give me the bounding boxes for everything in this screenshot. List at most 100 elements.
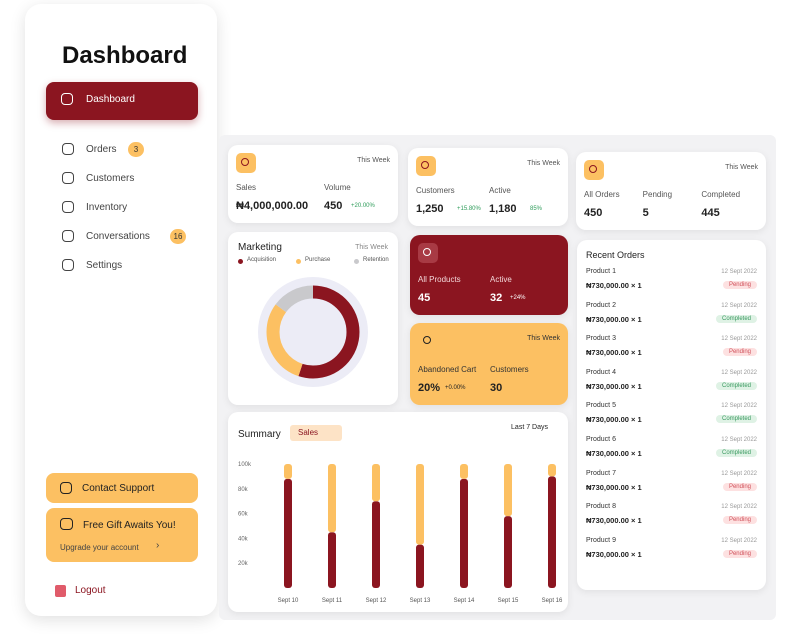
bar-segment (548, 464, 556, 477)
order-status: Pending (722, 549, 757, 558)
legend-dot (296, 259, 301, 264)
bar-segment (416, 544, 424, 588)
order-status: Pending (722, 281, 757, 289)
period-dropdown[interactable]: This Week (355, 244, 388, 251)
filter-dropdown[interactable]: Sales (290, 425, 342, 441)
contact-support-button[interactable]: Contact Support (46, 473, 198, 503)
stat-value: 20% (418, 382, 441, 394)
period-dropdown[interactable]: This Week (527, 335, 560, 342)
period-dropdown[interactable]: This Week (725, 164, 758, 171)
stat-change: +20.00% (351, 203, 375, 209)
order-amount: ₦730,000.00 × 1 (586, 482, 642, 492)
stat-value: 5 (642, 207, 649, 219)
x-tick-label: Sept 11 (322, 598, 343, 604)
stat-label: Pending (642, 190, 673, 199)
menu-badge: 3 (128, 142, 144, 157)
order-row[interactable]: Product 2 12 Sept 2022 ₦730,000.00 × 1 Comp… (577, 302, 766, 332)
order-row[interactable]: Product 3 12 Sept 2022 ₦730,000.00 × 1 Pend… (577, 335, 766, 365)
stat-value: 45 (418, 292, 431, 304)
order-row[interactable]: Product 7 12 Sept 2022 ₦730,000.00 × 1 Pend… (577, 470, 766, 500)
icon (62, 172, 74, 184)
bar-segment (372, 464, 380, 502)
stat-card: This Week All Orders 450 Pending 5 Completed 4… (576, 152, 766, 230)
order-row[interactable]: Product 5 12 Sept 2022 ₦730,000.00 × 1 Comp… (577, 402, 766, 432)
menu-badge: 16 (170, 229, 186, 244)
order-row[interactable]: Product 4 12 Sept 2022 ₦730,000.00 × 1 Comp… (577, 369, 766, 399)
bar-segment (504, 464, 512, 517)
order-product: Product 5 (586, 402, 616, 410)
stat-change: +0.00% (445, 385, 466, 391)
stat-change: +24% (510, 295, 526, 301)
order-status: Completed (715, 314, 757, 323)
x-tick-label: Sept 12 (366, 598, 387, 604)
donut-segment (266, 285, 360, 379)
recent-orders-title: Recent Orders (586, 250, 645, 260)
period-label: This Week (725, 164, 758, 171)
donut-inner-ring (281, 300, 345, 364)
stat-label: Completed (701, 190, 741, 199)
stat-value: 450 (584, 207, 603, 219)
icon (423, 248, 431, 256)
menu-item[interactable]: Dashboard (46, 82, 198, 120)
stat-card: This Week Sales ₦4,000,000.00 Volume 450 +20.… (228, 145, 398, 223)
y-tick-label: 100k (238, 462, 252, 468)
icon (62, 230, 74, 242)
order-product: Product 3 (586, 335, 616, 343)
icon (241, 158, 249, 166)
menu-label: Inventory (86, 202, 128, 213)
period-label: This Week (527, 335, 560, 342)
menu-item[interactable]: Customers (46, 167, 198, 191)
order-row[interactable]: Product 8 12 Sept 2022 ₦730,000.00 × 1 Pend… (577, 503, 766, 533)
stat-label: All Orders (584, 190, 620, 199)
period-dropdown[interactable]: This Week (527, 160, 560, 167)
order-date: 12 Sept 2022 (721, 302, 757, 309)
sidebar-title: Dashboard (62, 42, 188, 69)
icon (60, 482, 72, 494)
bar-chart: 20k 40k 60k 80k 100k Sept 10 Sept 11 Sept 12 Sep… (238, 462, 563, 604)
period-label: This Week (527, 160, 560, 167)
order-status: Completed (715, 415, 757, 424)
stat-label: Active (489, 186, 511, 195)
order-status: Pending (722, 516, 757, 525)
order-product: Product 8 (586, 503, 616, 511)
period-dropdown[interactable]: This Week (357, 157, 390, 164)
order-row[interactable]: Product 9 12 Sept 2022 ₦730,000.00 × 1 Pend… (577, 537, 766, 567)
bar-segment (328, 532, 336, 588)
stat-change: 85% (530, 206, 543, 212)
bar-segment (328, 464, 336, 533)
order-amount: ₦730,000.00 × 1 (586, 516, 642, 526)
period-dropdown[interactable]: Last 7 Days (511, 424, 548, 431)
order-status: Pending (722, 348, 757, 357)
order-amount: ₦730,000.00 × 1 (586, 314, 642, 324)
bar-segment (504, 516, 512, 588)
summary-card: Summary Sales Last 7 Days 20k 40k 60k 80k 100k S… (228, 412, 568, 612)
menu-item[interactable]: Orders 3 (46, 138, 198, 162)
order-product: Product 6 (586, 436, 616, 443)
logout-button[interactable]: Logout (53, 582, 133, 600)
menu-item[interactable]: Conversations 16 (46, 225, 198, 249)
order-row[interactable]: Product 1 12 Sept 2022 ₦730,000.00 × 1 Pend… (577, 268, 766, 298)
contact-label: Contact Support (82, 483, 155, 494)
bar-segment (460, 464, 468, 479)
bar-segment (460, 478, 468, 588)
order-date: 12 Sept 2022 (721, 369, 757, 376)
stat-label: Customers (416, 186, 455, 195)
order-row[interactable]: Product 6 12 Sept 2022 ₦730,000.00 × 1 Comp… (577, 436, 766, 466)
icon (421, 161, 429, 169)
menu-item[interactable]: Settings (46, 254, 198, 278)
y-tick-label: 60k (238, 512, 249, 518)
icon (61, 93, 73, 105)
menu-item[interactable]: Inventory (46, 196, 198, 220)
icon (55, 585, 66, 597)
bar-segment (372, 501, 380, 588)
order-date: 12 Sept 2022 (721, 537, 757, 544)
stat-value: 30 (490, 382, 503, 394)
icon (423, 336, 431, 344)
order-product: Product 1 (586, 268, 616, 275)
stat-card: All Products 45 Active 32 +24% (410, 235, 568, 315)
stat-change: +15.80% (457, 206, 481, 212)
stat-value: 32 (490, 292, 503, 304)
gift-box[interactable]: Free Gift Awaits You! Upgrade your accoun… (46, 508, 198, 562)
period-label: This Week (357, 157, 390, 164)
order-date: 12 Sept 2022 (721, 403, 757, 410)
